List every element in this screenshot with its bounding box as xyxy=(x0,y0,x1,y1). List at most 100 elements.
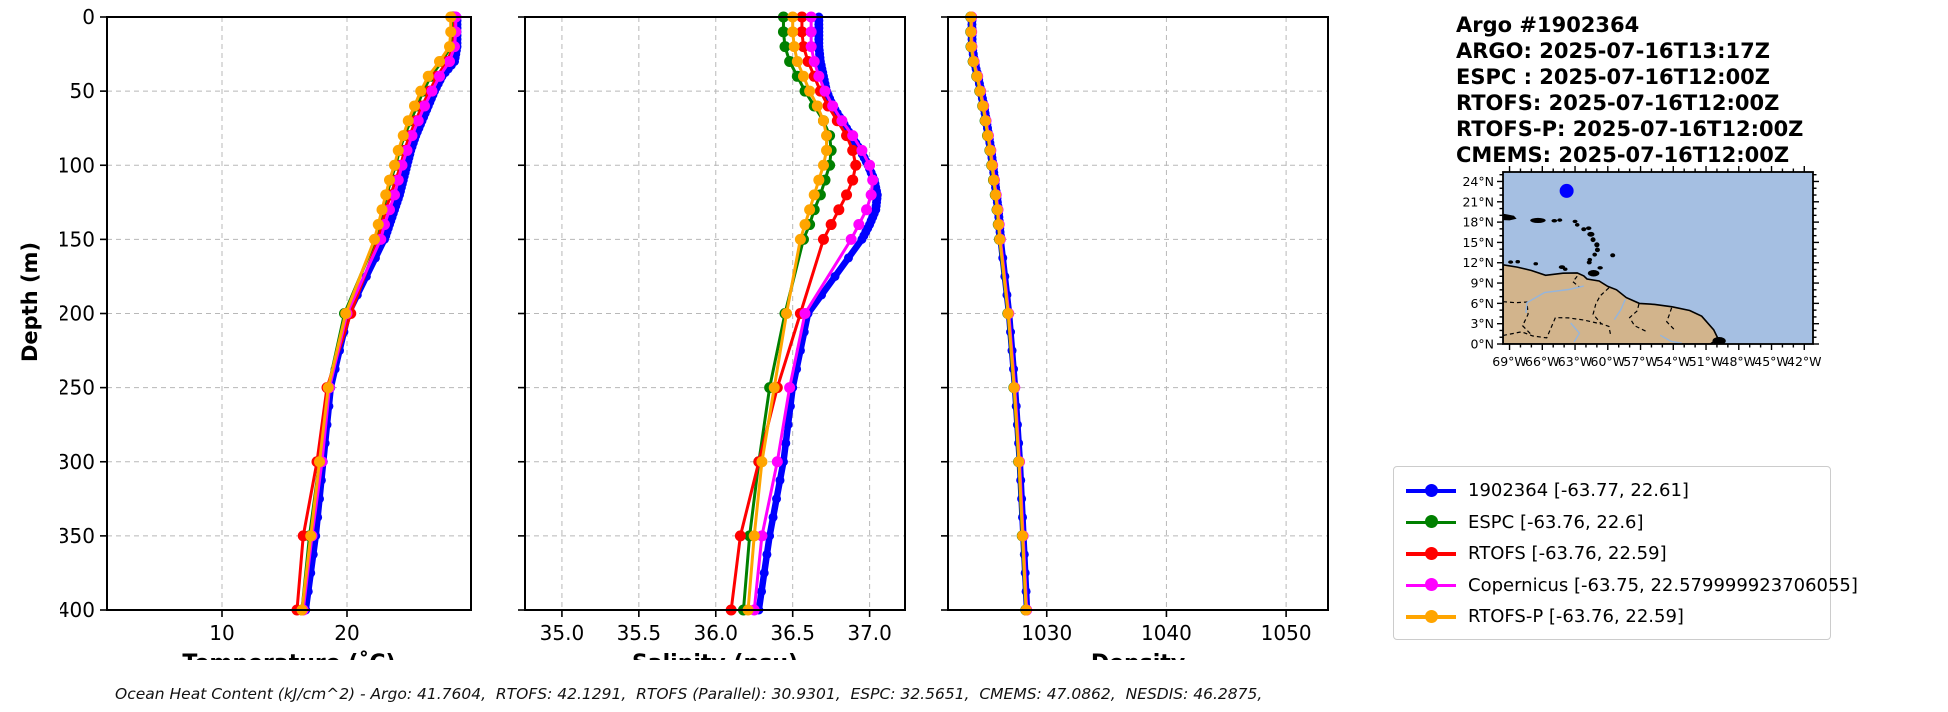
map-land-south-america xyxy=(1503,263,1720,344)
map-lon-label: 54°W xyxy=(1656,354,1691,369)
map-lat-label: 9°N xyxy=(1470,276,1494,291)
density-profile-chart: 1030 1040 1050 Density xyxy=(941,11,1329,660)
map-lat-label: 12°N xyxy=(1462,255,1494,270)
x-axis-label: Salinity (psu) xyxy=(632,651,798,660)
map-country-border xyxy=(1503,316,1602,339)
x-axis-label: Density xyxy=(1091,651,1185,660)
header-cmems-time: CMEMS: 2025-07-16T12:00Z xyxy=(1456,143,1790,167)
map-lon-label: 48°W xyxy=(1722,354,1757,369)
map-river xyxy=(1613,299,1626,320)
header-rtofsp-time: RTOFS-P: 2025-07-16T12:00Z xyxy=(1456,117,1804,141)
y-tick-label: 400 xyxy=(60,598,95,622)
map-lon-label: 51°W xyxy=(1689,354,1724,369)
map-island xyxy=(1587,231,1595,237)
map-lon-label: 45°W xyxy=(1754,354,1789,369)
x-tick-label: 36.5 xyxy=(770,621,815,645)
header-argo-time: ARGO: 2025-07-16T13:17Z xyxy=(1456,39,1770,63)
map-country-border xyxy=(1572,275,1580,288)
y-tick-label: 300 xyxy=(60,450,95,474)
map-island xyxy=(1586,260,1592,265)
y-tick-label: 0 xyxy=(82,5,95,29)
legend-label: RTOFS-P [-63.76, 22.59] xyxy=(1468,606,1684,628)
map-country-border xyxy=(1592,287,1612,335)
legend-item: Copernicus [-63.75, 22.579999923706055] xyxy=(1394,570,1858,602)
map-island xyxy=(1572,219,1578,224)
legend-item: RTOFS-P [-63.76, 22.59] xyxy=(1394,601,1830,633)
map-island-hispaniola xyxy=(1503,213,1517,221)
map-island xyxy=(1562,267,1568,271)
legend-line-marker xyxy=(1406,515,1456,529)
x-tick-label: 1040 xyxy=(1141,621,1192,645)
map-country-border xyxy=(1628,303,1647,333)
location-map: 24°N 21°N 18°N 15°N 12°N 9°N 6°N 3°N 0°N 69°W66°W… xyxy=(1462,166,1822,369)
x-axis-label: Temperature (˚C) xyxy=(182,651,395,660)
y-tick-label: 150 xyxy=(60,227,95,251)
map-river xyxy=(1525,285,1584,313)
map-lat-label: 21°N xyxy=(1462,194,1494,209)
map-country-border xyxy=(1666,307,1675,330)
map-lon-label: 69°W xyxy=(1492,354,1527,369)
legend-line-marker xyxy=(1406,578,1456,592)
map-lat-label: 6°N xyxy=(1470,296,1494,311)
legend-label: ESPC [-63.76, 22.6] xyxy=(1468,511,1644,533)
x-tick-label: 35.5 xyxy=(617,621,662,645)
map-lat-label: 24°N xyxy=(1462,174,1494,189)
header-float-id: Argo #1902364 xyxy=(1456,13,1640,37)
y-tick-label: 250 xyxy=(60,376,95,400)
y-tick-label: 100 xyxy=(60,153,95,177)
x-tick-label: 1050 xyxy=(1261,621,1312,645)
float-position-marker xyxy=(1559,183,1574,198)
map-island xyxy=(1712,337,1726,344)
map-country-border xyxy=(1503,301,1533,337)
map-island xyxy=(1590,237,1596,243)
x-tick-label: 36.0 xyxy=(694,621,739,645)
map-lat-label: 15°N xyxy=(1462,235,1494,250)
y-tick-label: 350 xyxy=(60,524,95,548)
map-island xyxy=(1508,260,1514,264)
map-island xyxy=(1515,260,1521,264)
header-espc-time: ESPC : 2025-07-16T12:00Z xyxy=(1456,65,1771,89)
x-tick-label: 1030 xyxy=(1021,621,1072,645)
map-lon-label: 60°W xyxy=(1591,354,1626,369)
header-rtofs-time: RTOFS: 2025-07-16T12:00Z xyxy=(1456,91,1780,115)
legend-line-marker xyxy=(1406,609,1456,624)
map-lat-label: 3°N xyxy=(1470,316,1494,331)
x-tick-label: 35.0 xyxy=(540,621,585,645)
map-island xyxy=(1610,253,1616,258)
legend-item: RTOFS [-63.76, 22.59] xyxy=(1394,538,1830,570)
profile-header: Argo #1902364 ARGO: 2025-07-16T13:17Z ES… xyxy=(1456,12,1803,168)
salinity-profile-chart: 35.0 35.5 36.0 36.5 37.0 Salinity (psu) xyxy=(518,11,906,660)
map-island xyxy=(1594,247,1600,253)
map-lon-label: 42°W xyxy=(1787,354,1822,369)
map-island xyxy=(1592,252,1597,257)
legend: 1902364 [-63.77, 22.61] ESPC [-63.76, 22.… xyxy=(1393,466,1858,640)
y-tick-label: 200 xyxy=(60,302,95,326)
map-island xyxy=(1533,262,1539,266)
x-tick-label: 37.0 xyxy=(847,621,892,645)
ohc-caption: Ocean Heat Content (kJ/cm^2) - Argo: 41.… xyxy=(115,685,1263,703)
legend-line-marker xyxy=(1406,483,1456,498)
temperature-profile-chart: 1020050100150200250300350400Temperature … xyxy=(60,5,472,660)
map-island xyxy=(1581,227,1587,232)
map-lon-label: 57°W xyxy=(1623,354,1658,369)
legend-item: 1902364 [-63.77, 22.61] xyxy=(1394,475,1830,507)
map-lon-label: 63°W xyxy=(1558,354,1593,369)
map-lon-label: 66°W xyxy=(1525,354,1560,369)
map-island xyxy=(1585,226,1592,231)
y-tick-label: 50 xyxy=(70,79,95,103)
x-tick-label: 20 xyxy=(334,621,359,645)
map-island xyxy=(1557,218,1563,222)
legend-item: ESPC [-63.76, 22.6] xyxy=(1394,507,1830,539)
map-island xyxy=(1597,266,1603,270)
legend-label: RTOFS [-63.76, 22.59] xyxy=(1468,543,1667,565)
map-lat-label: 0°N xyxy=(1470,337,1494,352)
legend-label: 1902364 [-63.77, 22.61] xyxy=(1468,480,1689,502)
depth-axis-label: Depth (m) xyxy=(18,241,42,363)
map-lat-label: 18°N xyxy=(1462,215,1494,230)
map-island xyxy=(1574,222,1580,227)
legend-line-marker xyxy=(1406,546,1456,561)
map-island xyxy=(1530,217,1546,223)
map-island xyxy=(1594,242,1600,248)
map-island xyxy=(1587,269,1600,277)
